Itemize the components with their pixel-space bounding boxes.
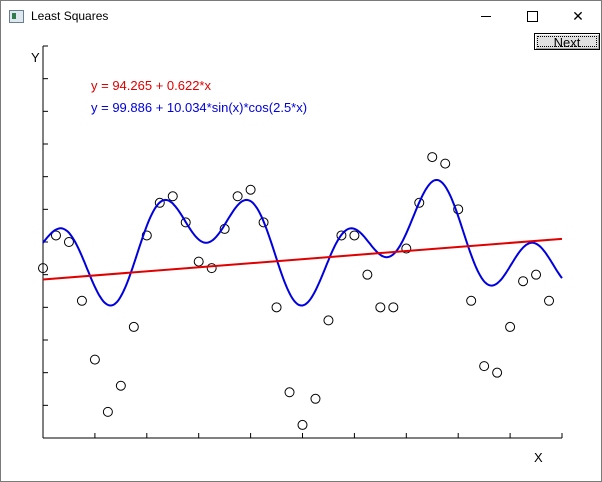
data-point [401,243,412,254]
data-point [531,269,542,280]
y-axis-label: Y [31,50,40,65]
data-point [323,315,334,326]
data-point [89,354,100,365]
data-point [284,387,295,398]
data-point [440,158,451,169]
data-points [38,152,555,430]
data-point [232,191,243,202]
data-point [63,237,74,247]
minimize-icon [481,15,491,17]
data-point [375,302,386,313]
linear-equation-label: y = 94.265 + 0.622*x [91,78,211,93]
data-point [180,217,191,228]
data-point [414,197,425,208]
minimize-button[interactable] [463,1,509,31]
data-point [336,230,347,241]
plot-area: Next Y X y = 94.265 + 0.622*x y = 99.886… [2,31,600,481]
app-icon [9,10,24,23]
data-point [544,295,555,306]
linear-fit-line [42,237,563,281]
data-point [167,191,178,202]
data-point [349,230,360,241]
y-ticks [43,45,48,439]
x-axis-label: X [534,450,543,465]
maximize-button[interactable] [509,1,555,31]
data-point [38,263,48,274]
close-button[interactable]: ✕ [555,1,601,31]
window-title: Least Squares [31,9,109,23]
x-ticks [42,433,563,438]
data-point [245,184,256,195]
data-point [258,217,269,228]
data-point [518,276,529,287]
model-equation-label: y = 99.886 + 10.034*sin(x)*cos(2.5*x) [91,100,307,115]
data-point [505,321,516,332]
data-point [388,302,399,313]
data-point [492,367,503,378]
least-squares-chart: Y X y = 94.265 + 0.622*x y = 99.886 + 10… [31,45,563,465]
data-point [297,419,308,430]
model-fit-curve [42,179,563,307]
data-point [102,406,113,417]
data-point [206,263,217,274]
data-point [362,269,373,280]
data-point [50,230,61,241]
data-point [271,302,282,313]
data-point [193,256,204,267]
data-point [427,152,438,163]
data-point [115,380,126,391]
data-point [128,321,139,332]
close-icon: ✕ [572,7,584,24]
data-point [76,295,87,306]
data-point [479,361,490,372]
data-point [310,393,321,404]
title-bar[interactable]: Least Squares ✕ [1,1,601,31]
data-point [466,295,477,306]
next-button[interactable]: Next [534,33,600,50]
maximize-icon [526,10,538,22]
data-point [154,197,165,208]
